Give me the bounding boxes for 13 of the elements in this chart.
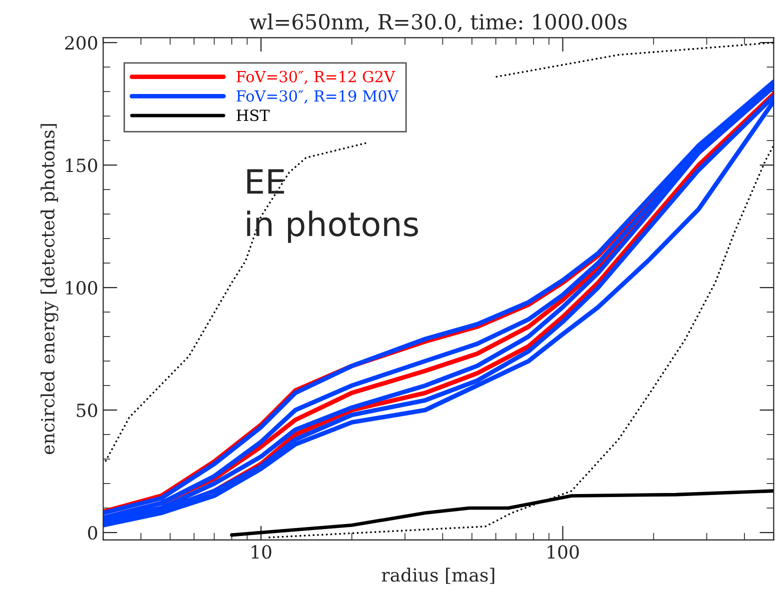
x-axis-title: radius [mas]	[382, 568, 494, 584]
text: FoV=30″, R=12 G2V	[236, 70, 396, 84]
annotation: EE in photons	[247, 169, 418, 243]
y-tick-label: 0	[88, 526, 98, 540]
y-axis-title: encircled energy [detected photons]	[40, 124, 58, 454]
y-tick-label: 50	[76, 404, 98, 418]
y-tick-label: 150	[66, 158, 98, 172]
chart-title: wl=650nm, R=30.0, time: 1000.00s	[250, 14, 627, 32]
y-tick-label: 200	[65, 36, 98, 50]
y-tick-label: 100	[66, 281, 98, 295]
text: FoV=30″, R=19 M0V	[236, 90, 399, 104]
x-tick-label: 10	[252, 545, 272, 559]
text: HST	[236, 110, 270, 122]
